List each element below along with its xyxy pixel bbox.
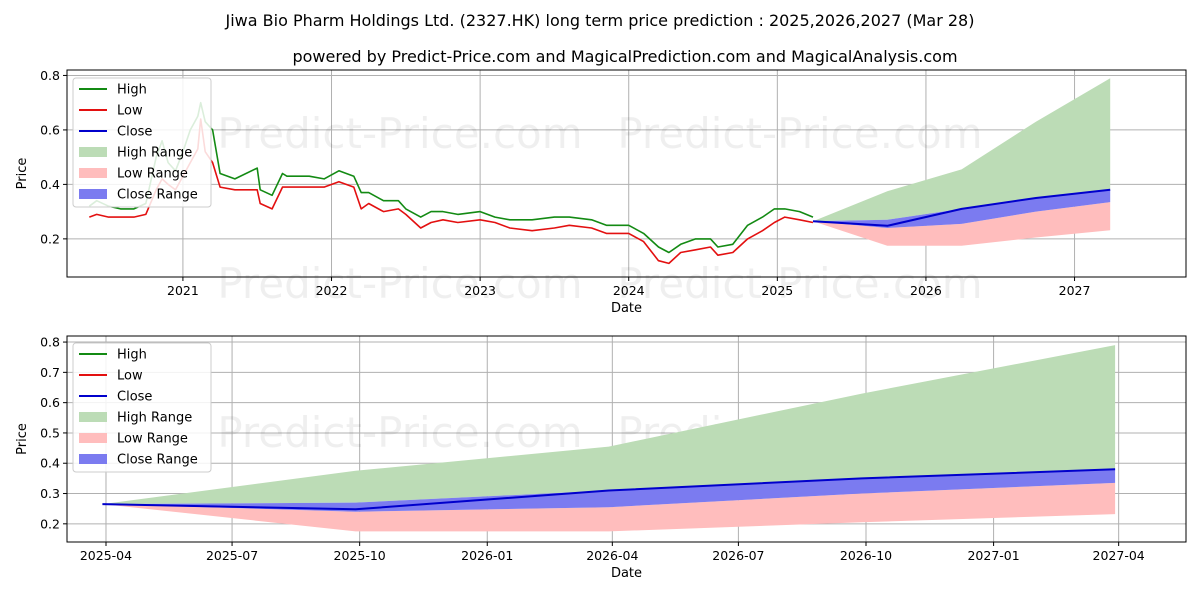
y-tick-label: 0.7 <box>40 365 60 380</box>
plot-frame <box>66 335 1187 543</box>
x-tick-label: 2025-10 <box>334 548 386 563</box>
y-tick-label: 0.8 <box>40 335 60 350</box>
y-tick-label: 0.5 <box>40 425 60 440</box>
legend-label: Low <box>117 104 143 119</box>
x-tick-label: 2026-07 <box>712 548 764 563</box>
plot-frame <box>66 69 1187 278</box>
y-tick-label: 0.4 <box>40 456 60 471</box>
legend-label: High Range <box>117 146 192 161</box>
watermark: Predict-Price.com <box>217 259 582 308</box>
legend-label: Low Range <box>117 167 188 182</box>
y-axis-label: Price <box>15 158 30 190</box>
watermark: Predict-Price.com <box>217 109 582 158</box>
legend-swatch <box>79 454 107 464</box>
y-tick-label: 0.2 <box>40 231 60 246</box>
y-tick-label: 0.4 <box>40 177 60 192</box>
legend-label: Low <box>117 369 143 384</box>
legend-label: Close Range <box>117 188 198 203</box>
high-range-band <box>102 345 1116 505</box>
close-series-line <box>812 188 1111 227</box>
low-range-band <box>102 482 1116 532</box>
high-range-band <box>813 78 1111 222</box>
watermark: Predict-Price.com <box>217 408 582 457</box>
legend-label: Close Range <box>117 453 198 468</box>
x-tick-label: 2027 <box>1059 283 1091 298</box>
chart-panel-1: Predict-Price.com Predict-Price.com Predic… <box>15 68 1187 316</box>
x-axis-label: Date <box>611 301 642 316</box>
legend-swatch <box>79 412 107 422</box>
x-tick-label: 2026-10 <box>840 548 892 563</box>
x-tick-label: 2027-04 <box>1093 548 1145 563</box>
x-tick-label: 2021 <box>167 283 199 298</box>
legend-label: Low Range <box>117 432 188 447</box>
chart-panel-2: Predict-Price.comPredict-Price.com2025-0… <box>15 335 1187 581</box>
x-tick-label: 2025-07 <box>206 548 258 563</box>
chart-subtitle: powered by Predict-Price.com and Magical… <box>292 47 957 66</box>
x-tick-label: 2027-01 <box>967 548 1019 563</box>
x-tick-label: 2022 <box>316 283 348 298</box>
legend-box <box>72 342 212 473</box>
y-tick-label: 0.3 <box>40 486 60 501</box>
x-tick-label: 2026 <box>910 283 942 298</box>
legend-label: Close <box>117 125 152 140</box>
watermark: Predict-Price.com <box>617 259 982 308</box>
y-tick-label: 0.6 <box>40 122 60 137</box>
legend-swatch <box>79 189 107 199</box>
y-axis-label: Price <box>15 423 30 455</box>
x-tick-label: 2026-04 <box>586 548 638 563</box>
x-axis-label: Date <box>611 566 642 581</box>
x-tick-label: 2026-01 <box>461 548 513 563</box>
legend-label: High <box>117 83 147 98</box>
legend-swatch <box>79 433 107 443</box>
close-series-line <box>102 468 1116 511</box>
legend-label: Close <box>117 390 152 405</box>
close-range-band <box>102 469 1116 512</box>
legend-label: High Range <box>117 411 192 426</box>
legend-swatch <box>79 147 107 157</box>
x-tick-label: 2025 <box>761 283 793 298</box>
x-tick-label: 2024 <box>613 283 645 298</box>
x-tick-label: 2023 <box>464 283 496 298</box>
y-tick-label: 0.8 <box>40 68 60 83</box>
chart-legend: High Low Close High Range Low Range Close Ran… <box>72 77 212 208</box>
y-tick-label: 0.6 <box>40 395 60 410</box>
chart-title: Jiwa Bio Pharm Holdings Ltd. (2327.HK) l… <box>225 11 975 30</box>
watermark: Predict-Price.com <box>617 109 982 158</box>
chart-legend: High Low Close High Range Low Range Close Ran… <box>72 342 212 473</box>
legend-swatch <box>79 168 107 178</box>
legend-label: High <box>117 348 147 363</box>
legend-box <box>72 77 212 208</box>
x-tick-label: 2025-04 <box>80 548 132 563</box>
y-tick-label: 0.2 <box>40 516 60 531</box>
